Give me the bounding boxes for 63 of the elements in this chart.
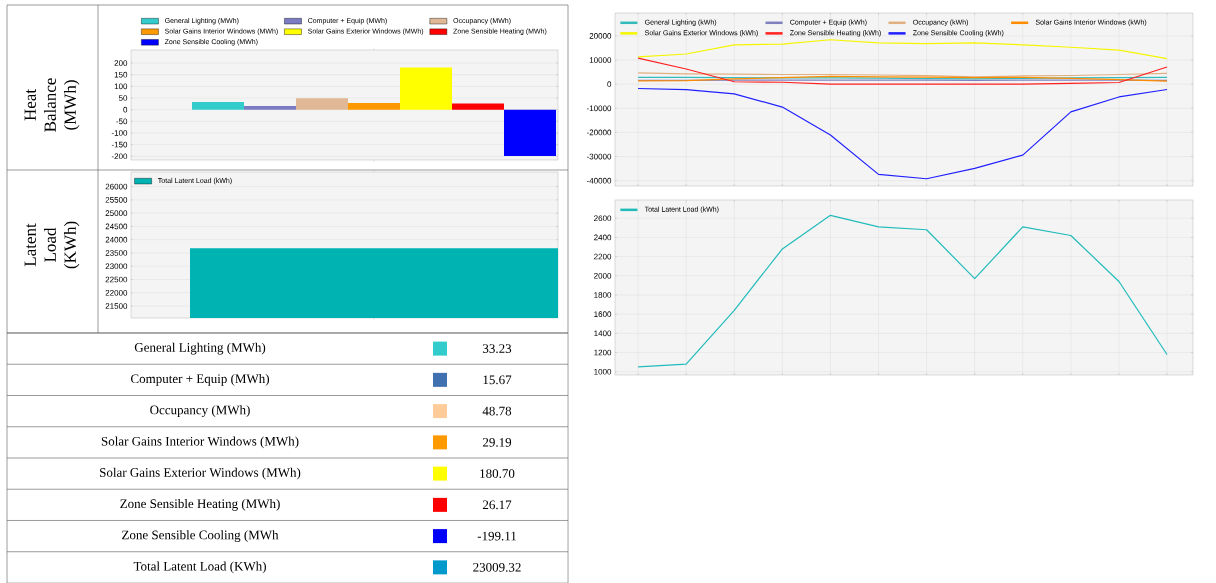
y-tick-label: 2600 xyxy=(594,215,612,222)
text: 23009.32 xyxy=(473,562,521,572)
y-tick-label: 150 xyxy=(114,71,128,78)
y-tick-label: -20000 xyxy=(586,129,612,136)
bar xyxy=(192,101,245,110)
y-tick-label: 0 xyxy=(123,106,128,113)
category-label: Zone Sensible Heating (MWh) xyxy=(120,498,280,511)
y-tick-label: 0 xyxy=(607,81,612,87)
y-tick-label: 2000 xyxy=(594,272,612,279)
bar xyxy=(296,98,349,110)
y-tick-label: 21500 xyxy=(105,303,128,309)
text: 180.70 xyxy=(480,469,515,479)
y-tick-label: 1200 xyxy=(594,349,612,356)
y-tick-label: 22000 xyxy=(105,289,128,296)
text: 48.78 xyxy=(482,406,512,416)
y-tick-label: 50 xyxy=(118,95,128,101)
bar xyxy=(244,105,297,110)
y-tick-label: 1000 xyxy=(594,368,612,375)
y-tick-label: -100 xyxy=(111,130,128,136)
bar xyxy=(400,67,453,110)
y-tick-label: 23000 xyxy=(105,263,128,270)
y-tick-label: 10000 xyxy=(589,57,612,63)
text: 29.19 xyxy=(482,437,512,447)
y-tick-label: -150 xyxy=(111,141,128,148)
y-tick-label: 23500 xyxy=(105,250,128,256)
y-tick-label: 1800 xyxy=(594,292,612,298)
text: 26.17 xyxy=(482,500,512,510)
bar xyxy=(452,103,505,110)
line-series xyxy=(637,87,1168,180)
y-tick-label: 24000 xyxy=(105,236,128,243)
category-label: Solar Gains Exterior Windows (MWh) xyxy=(100,467,301,480)
y-tick-label: 1600 xyxy=(594,311,612,317)
y-tick-label: 25000 xyxy=(105,210,128,216)
category-label: Computer + Equip (MWh) xyxy=(130,373,270,386)
y-tick-label: 1400 xyxy=(594,330,612,337)
y-tick-label: 2200 xyxy=(594,253,612,260)
y-tick-label: -200 xyxy=(111,153,128,160)
y-axis-title: Latent Load (KWh) xyxy=(24,221,80,269)
y-tick-label: -30000 xyxy=(586,153,612,160)
category-label: Occupancy (MWh) xyxy=(150,405,250,418)
bar xyxy=(504,109,557,157)
y-tick-label: 200 xyxy=(114,60,128,66)
category-label: Zone Sensible Cooling (MWh xyxy=(122,530,279,543)
y-tick-label: 100 xyxy=(114,83,128,90)
y-tick-label: 20000 xyxy=(589,33,612,39)
y-tick-label: -40000 xyxy=(586,177,612,184)
bar xyxy=(348,102,401,110)
y-tick-label: 26000 xyxy=(105,183,128,190)
text: 15.67 xyxy=(483,375,512,385)
y-tick-label: -50 xyxy=(116,118,128,125)
line-series xyxy=(637,39,1168,60)
y-axis-title: Heat Balance (MWh) xyxy=(24,78,80,132)
text: 33.23 xyxy=(483,344,512,354)
category-label: Solar Gains Interior Windows (MWh) xyxy=(101,436,299,449)
category-label: General Lighting (MWh) xyxy=(134,342,266,355)
y-tick-label: 24500 xyxy=(105,223,128,230)
text: -199.11 xyxy=(477,531,517,541)
y-tick-label: 25500 xyxy=(105,197,128,203)
y-tick-label: 22500 xyxy=(105,276,128,283)
y-tick-label: 2400 xyxy=(594,234,612,241)
category-label: Total Latent Load (KWh) xyxy=(133,561,266,574)
y-tick-label: -10000 xyxy=(586,105,612,112)
line-series xyxy=(637,214,1168,368)
